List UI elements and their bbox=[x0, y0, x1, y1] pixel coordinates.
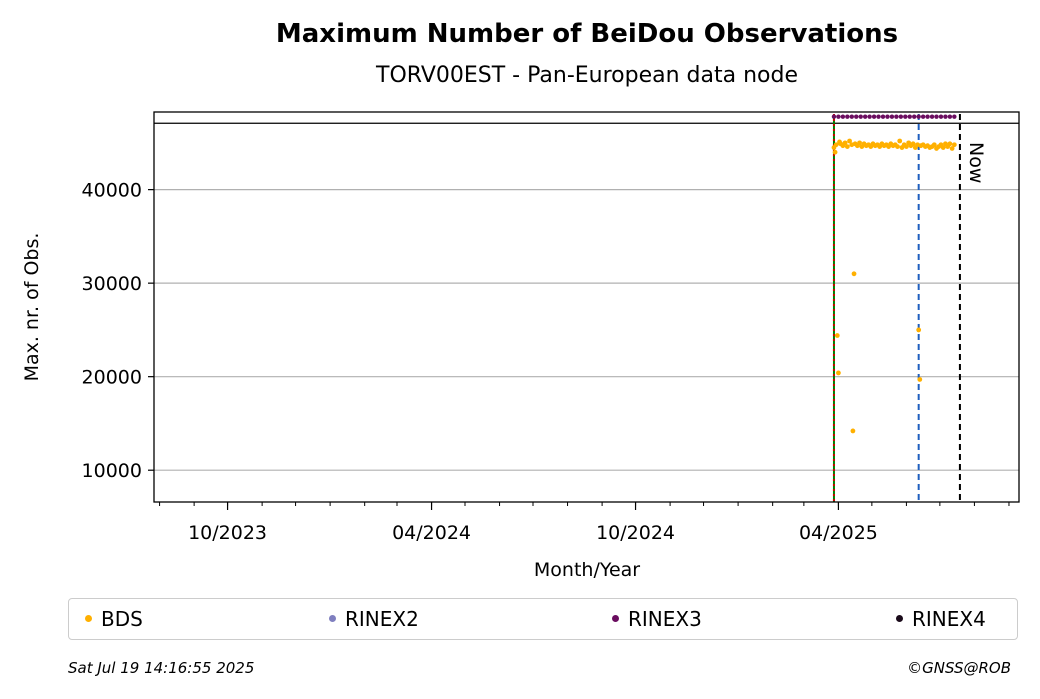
legend-marker-rinex4 bbox=[896, 615, 903, 622]
data-point-rinex3 bbox=[889, 114, 895, 119]
legend-item-rinex2: RINEX2 bbox=[329, 607, 419, 631]
data-point-bds bbox=[844, 144, 850, 150]
grid-lines bbox=[154, 189, 1019, 471]
data-point-rinex3 bbox=[943, 114, 948, 119]
x-tick-label: 04/2025 bbox=[799, 522, 878, 544]
data-point-bds bbox=[947, 141, 953, 147]
data-point-bds bbox=[833, 142, 839, 148]
data-point-bds bbox=[949, 146, 955, 151]
data-point-rinex3 bbox=[871, 114, 877, 119]
x-tick-label: 10/2024 bbox=[596, 522, 675, 544]
data-point-rinex3 bbox=[854, 114, 859, 119]
data-point-bds bbox=[832, 149, 838, 155]
data-point-bds bbox=[847, 138, 852, 144]
legend-marker-rinex2 bbox=[329, 615, 336, 622]
y-tick-label: 40000 bbox=[82, 180, 142, 202]
data-point-rinex3 bbox=[867, 114, 872, 119]
data-point-rinex3 bbox=[862, 114, 868, 119]
legend-marker-bds bbox=[85, 615, 92, 622]
data-point-bds bbox=[836, 370, 841, 376]
data-point-rinex3 bbox=[845, 114, 850, 119]
data-point-bds bbox=[895, 144, 900, 150]
x-tick-label: 10/2023 bbox=[188, 522, 267, 544]
data-point-rinex3 bbox=[952, 114, 957, 119]
data-point-rinex3 bbox=[894, 114, 899, 119]
data-point-bds bbox=[897, 138, 903, 144]
data-point-rinex3 bbox=[938, 114, 944, 119]
data-point-rinex3 bbox=[925, 114, 930, 119]
legend-item-rinex4: RINEX4 bbox=[896, 607, 986, 631]
x-axis-label: Month/Year bbox=[534, 559, 640, 581]
data-point-bds bbox=[851, 271, 857, 277]
data-point-bds bbox=[904, 144, 909, 150]
y-axis-label: Max. nr. of Obs. bbox=[21, 233, 43, 382]
data-point-bds bbox=[842, 140, 848, 146]
footer-copyright: ©GNSS@ROB bbox=[907, 659, 1011, 677]
data-point-rinex3 bbox=[947, 114, 953, 119]
data-point-bds bbox=[916, 327, 922, 333]
reference-lines: Now bbox=[154, 114, 1019, 502]
legend-label-rinex2: RINEX2 bbox=[345, 607, 419, 631]
x-axis-ticks: 10/2023 04/2024 10/2024 04/2025 bbox=[159, 502, 1010, 544]
data-point-rinex3 bbox=[885, 114, 890, 119]
legend-item-bds: BDS bbox=[85, 607, 143, 631]
data-point-bds bbox=[951, 142, 957, 148]
reference-line-label: Now bbox=[965, 142, 987, 183]
data-point-rinex3 bbox=[929, 114, 935, 119]
legend-item-rinex3: RINEX3 bbox=[612, 607, 702, 631]
y-axis-ticks: 10000 20000 30000 40000 bbox=[82, 180, 154, 482]
data-point-rinex3 bbox=[912, 114, 917, 119]
data-point-bds bbox=[857, 140, 862, 146]
data-points bbox=[831, 114, 957, 434]
data-point-bds bbox=[931, 142, 937, 148]
data-point-bds bbox=[910, 141, 916, 147]
data-point-rinex3 bbox=[898, 114, 904, 119]
data-point-rinex3 bbox=[916, 114, 921, 119]
y-tick-label: 30000 bbox=[82, 273, 142, 295]
legend-marker-rinex3 bbox=[612, 615, 619, 622]
y-tick-label: 20000 bbox=[82, 367, 142, 389]
data-point-rinex3 bbox=[934, 114, 939, 119]
data-point-rinex3 bbox=[836, 114, 841, 119]
data-point-rinex3 bbox=[840, 114, 846, 119]
data-point-bds bbox=[834, 333, 840, 338]
legend-label-bds: BDS bbox=[101, 607, 143, 631]
legend: BDS RINEX2 RINEX3 RINEX4 bbox=[68, 598, 1018, 640]
data-point-rinex3 bbox=[858, 114, 863, 119]
data-point-rinex3 bbox=[920, 114, 926, 119]
x-tick-label: 04/2024 bbox=[392, 522, 471, 544]
data-point-bds bbox=[940, 145, 946, 150]
plot-frame bbox=[153, 111, 1020, 503]
legend-label-rinex4: RINEX4 bbox=[912, 607, 986, 631]
data-point-rinex3 bbox=[880, 114, 886, 119]
data-point-rinex3 bbox=[849, 114, 854, 119]
data-point-rinex3 bbox=[831, 114, 837, 119]
chart-subtitle: TORV00EST - Pan-European data node bbox=[375, 63, 798, 88]
data-point-bds bbox=[850, 428, 856, 434]
chart-title: Maximum Number of BeiDou Observations bbox=[276, 19, 898, 49]
data-point-rinex3 bbox=[903, 114, 908, 119]
footer-timestamp: Sat Jul 19 14:16:55 2025 bbox=[68, 659, 255, 677]
data-point-rinex3 bbox=[876, 114, 881, 119]
y-tick-label: 10000 bbox=[82, 460, 142, 482]
legend-label-rinex3: RINEX3 bbox=[628, 607, 702, 631]
data-point-bds bbox=[917, 377, 923, 382]
data-point-rinex3 bbox=[907, 114, 912, 119]
